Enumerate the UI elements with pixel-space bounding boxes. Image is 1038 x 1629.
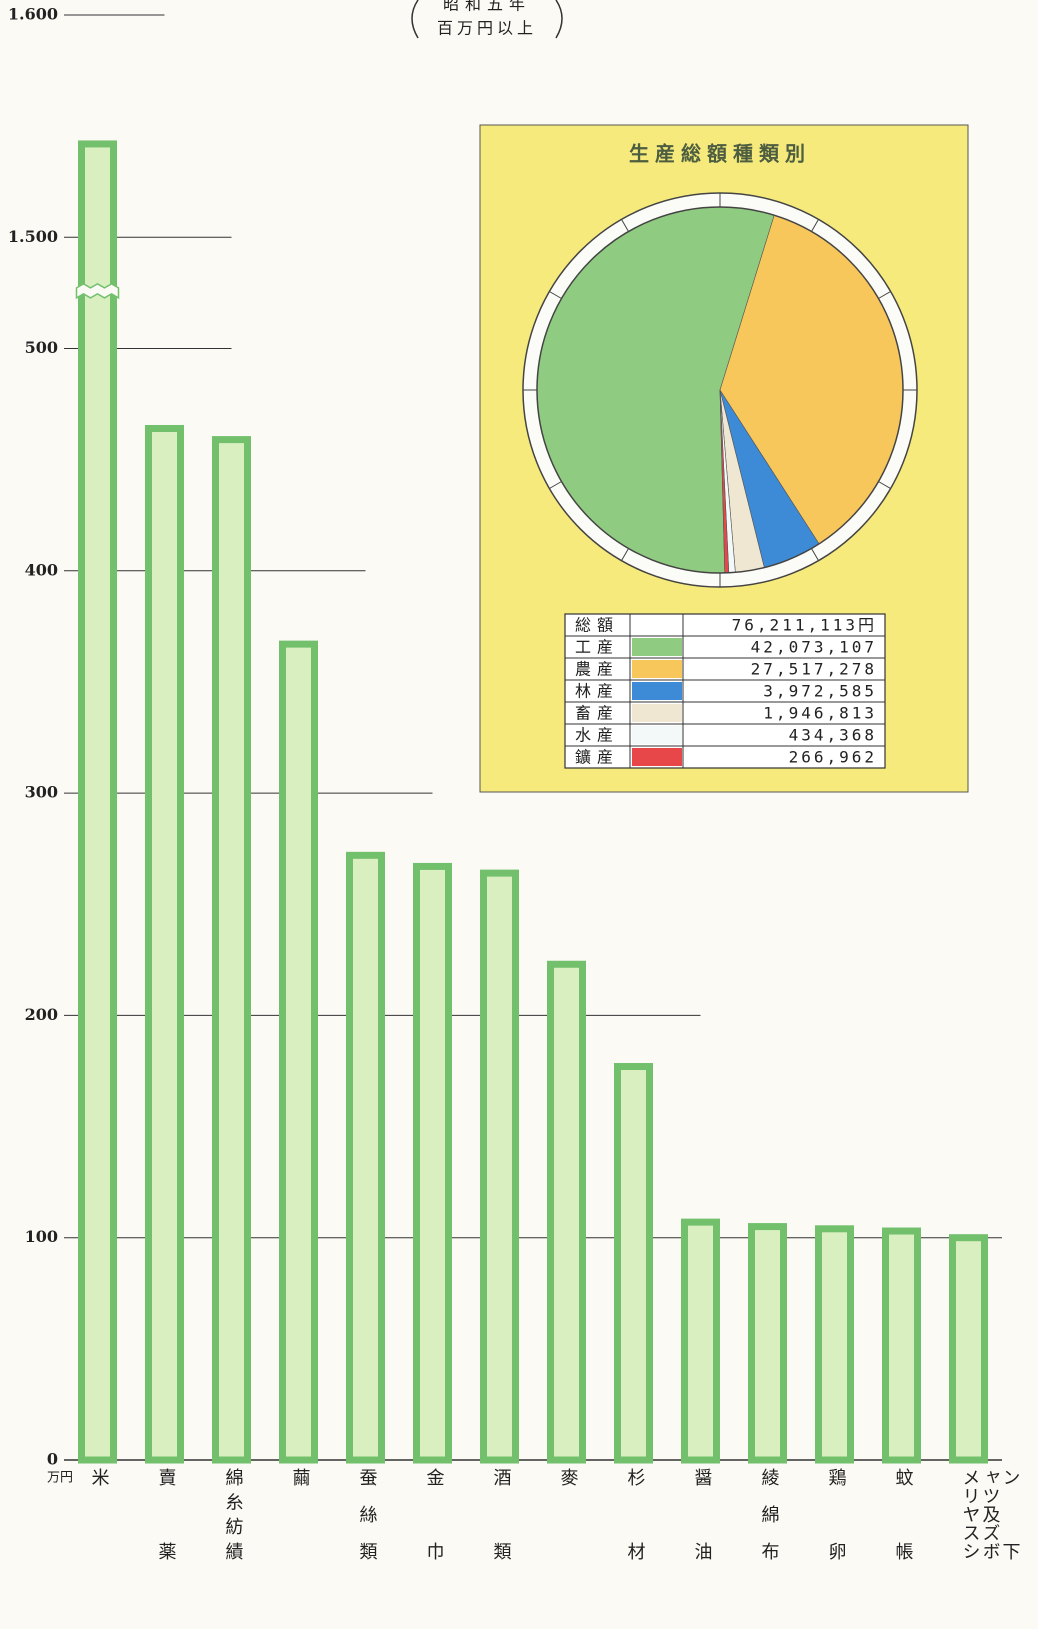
- ring-tick: [811, 548, 819, 561]
- y-tick-label: 200: [25, 1005, 58, 1024]
- bar: [78, 140, 117, 1464]
- y-tick-label: 100: [25, 1227, 58, 1246]
- bar: [413, 862, 452, 1464]
- legend-swatch: [632, 660, 682, 678]
- ring-tick: [878, 291, 891, 299]
- legend-label: 畜産: [575, 704, 619, 723]
- bar: [748, 1223, 787, 1464]
- x-tick-label: 鶏卵: [825, 1468, 847, 1560]
- x-tick-label: 繭: [289, 1468, 311, 1486]
- legend-value: 434,368: [789, 726, 877, 745]
- legend-swatch: [632, 638, 682, 656]
- ring-tick: [811, 219, 819, 232]
- bar: [145, 424, 184, 1464]
- legend-value: 266,962: [789, 748, 877, 767]
- bar: [614, 1063, 653, 1464]
- x-tick-label: 蚕絲類: [356, 1468, 378, 1560]
- x-tick-label: 賣薬: [155, 1468, 177, 1560]
- legend-table: [564, 613, 886, 769]
- ring-tick: [549, 481, 562, 489]
- bar: [480, 869, 519, 1464]
- paren: [411, 0, 563, 39]
- y-tick-label: 500: [25, 338, 58, 357]
- bar: [547, 960, 586, 1464]
- bar: [279, 640, 318, 1464]
- ring-tick: [621, 219, 629, 232]
- bar: [212, 436, 251, 1464]
- legend-swatch: [632, 748, 682, 766]
- bar: [346, 851, 385, 1464]
- legend-swatch: [632, 726, 682, 744]
- x-tick-label: 蚊帳: [892, 1468, 914, 1560]
- x-tick-label: 杉材: [624, 1468, 646, 1560]
- x-tick-label: 酒類: [490, 1468, 512, 1560]
- pie-outline: [536, 206, 904, 574]
- legend-label: 林産: [575, 682, 619, 701]
- legend-swatch: [632, 682, 682, 700]
- legend-label: 農産: [575, 660, 619, 679]
- ring-tick: [549, 291, 562, 299]
- legend-label: 水産: [575, 726, 619, 745]
- y-tick-label: 0: [47, 1450, 58, 1469]
- legend-value: 76,211,113円: [732, 616, 877, 635]
- legend-label: 総額: [575, 616, 619, 635]
- ring-tick: [878, 481, 891, 489]
- bar: [882, 1227, 921, 1464]
- bar: [815, 1225, 854, 1464]
- y-tick-label: 1.500: [8, 227, 58, 246]
- bar: [681, 1218, 720, 1464]
- y-tick-label: 1.600: [8, 5, 58, 24]
- x-tick-label: 米: [88, 1468, 110, 1486]
- legend-label: 工産: [575, 638, 619, 657]
- legend-swatch: [632, 616, 682, 634]
- y-tick-label: 400: [25, 560, 58, 579]
- x-tick-label: 醤油: [691, 1468, 713, 1560]
- subtitle: 百万円以上: [437, 19, 537, 38]
- legend-value: 1,946,813: [763, 704, 877, 723]
- pie-title: 生産総額種類別: [629, 142, 811, 166]
- legend-swatch: [632, 704, 682, 722]
- x-tick-label: 綾綿布: [758, 1468, 780, 1560]
- legend-label: 鑛産: [575, 748, 619, 767]
- x-tick-label: 綿糸紡績: [222, 1468, 244, 1560]
- legend-value: 42,073,107: [751, 638, 877, 657]
- x-tick-label: メリヤスシャツ及ズボン下: [959, 1468, 1021, 1560]
- x-tick-label: 麥: [557, 1468, 579, 1486]
- unit-label: 万円: [47, 1471, 73, 1486]
- subtitle: 昭和五年: [443, 0, 531, 14]
- axis-break: [75, 283, 120, 300]
- y-tick-label: 300: [25, 783, 58, 802]
- x-tick-label: 金巾: [423, 1468, 445, 1560]
- legend-value: 27,517,278: [751, 660, 877, 679]
- bar: [949, 1234, 988, 1464]
- ring-tick: [621, 548, 629, 561]
- legend-value: 3,972,585: [763, 682, 877, 701]
